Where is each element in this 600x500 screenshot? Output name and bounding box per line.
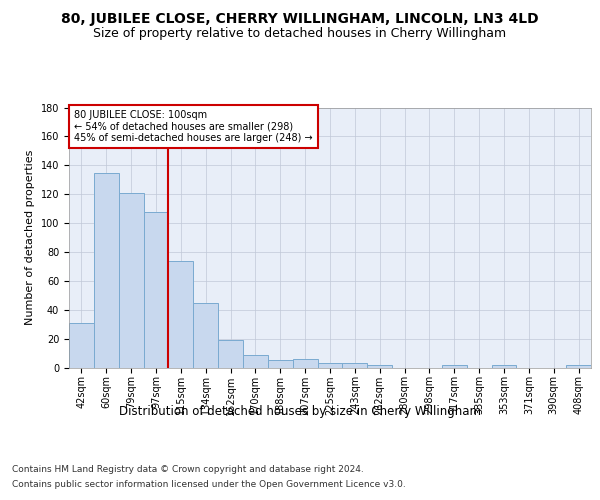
Bar (268, 360, 293, 368)
Bar (69, 322, 94, 368)
Bar (94, 172, 119, 368)
Bar (317, 363, 343, 368)
Text: Contains HM Land Registry data © Crown copyright and database right 2024.: Contains HM Land Registry data © Crown c… (12, 465, 364, 474)
Bar (367, 364, 392, 368)
Bar (143, 212, 169, 368)
Text: 80, JUBILEE CLOSE, CHERRY WILLINGHAM, LINCOLN, LN3 4LD: 80, JUBILEE CLOSE, CHERRY WILLINGHAM, LI… (61, 12, 539, 26)
Y-axis label: Number of detached properties: Number of detached properties (25, 150, 35, 325)
Text: Size of property relative to detached houses in Cherry Willingham: Size of property relative to detached ho… (94, 28, 506, 40)
Bar (119, 192, 143, 368)
Text: Contains public sector information licensed under the Open Government Licence v3: Contains public sector information licen… (12, 480, 406, 489)
Bar (293, 359, 317, 368)
Bar (442, 364, 467, 368)
Text: Distribution of detached houses by size in Cherry Willingham: Distribution of detached houses by size … (119, 405, 481, 418)
Bar (169, 260, 193, 368)
Bar (491, 364, 517, 368)
Bar (218, 340, 243, 367)
Bar (243, 354, 268, 368)
Text: 80 JUBILEE CLOSE: 100sqm
← 54% of detached houses are smaller (298)
45% of semi-: 80 JUBILEE CLOSE: 100sqm ← 54% of detach… (74, 110, 313, 144)
Bar (193, 302, 218, 368)
Bar (343, 363, 367, 368)
Bar (566, 364, 591, 368)
